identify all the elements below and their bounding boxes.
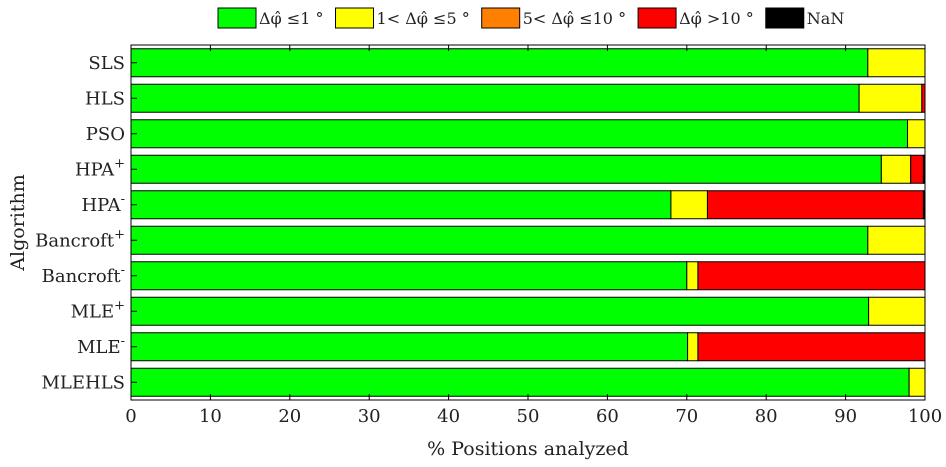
y-tick-label-superscript: -: [121, 263, 125, 278]
bar-segment-hpa-plus-series-2: [880, 154, 912, 184]
bar-segment-pso-series-2: [907, 119, 926, 149]
bar-segment-mle-minus-series-2: [687, 332, 699, 362]
bar-segment-hpa-minus-series-2: [670, 190, 708, 220]
legend-swatch: [335, 7, 375, 29]
legend-label: 5< Δφ̂ ≤10 °: [523, 9, 626, 28]
bar-segment-mle-plus-series-2: [868, 296, 926, 326]
bar-segment-bancroft-minus-series-4: [697, 261, 926, 291]
bar-segment-bancroft-minus-series-1: [130, 261, 688, 291]
bar-segment-hls-series-2: [858, 83, 923, 113]
bar-segment-hpa-minus-series-4: [706, 190, 924, 220]
y-tick-label: HPA+: [75, 156, 125, 180]
y-tick-label-superscript: -: [121, 192, 125, 207]
bar-segment-mle-minus-series-4: [697, 332, 926, 362]
y-tick-label-superscript: +: [114, 156, 125, 171]
y-tick-label: HPA-: [81, 192, 125, 216]
bar-segment-hpa-minus-series-1: [130, 190, 672, 220]
y-tick-label-text: PSO: [86, 124, 125, 145]
x-tick-label: 50: [517, 406, 540, 427]
bar-segment-sls-series-2: [867, 48, 926, 78]
y-tick-label-text: MLE: [77, 337, 121, 358]
y-axis: SLSHLSPSOHPA+HPA-Bancroft+Bancroft-MLE+M…: [7, 53, 137, 393]
y-tick-label-text: HLS: [85, 88, 125, 109]
y-tick-label-superscript: +: [114, 227, 125, 242]
x-tick-label: 60: [596, 406, 619, 427]
bar-segment-mlehls-series-2: [908, 367, 926, 397]
legend-label: Δφ̂ ≤1 °: [259, 9, 324, 28]
x-tick-label: 40: [437, 406, 460, 427]
y-tick-label: PSO: [86, 124, 125, 145]
y-tick-label: Bancroft-: [42, 263, 125, 287]
y-tick-label-superscript: +: [114, 298, 125, 313]
bar-segment-bancroft-minus-series-2: [686, 261, 699, 291]
bar-segment-hls-series-1: [130, 83, 860, 113]
x-tick-label: 0: [125, 406, 136, 427]
y-tick-label-text: HPA: [81, 195, 121, 216]
legend-swatch: [481, 7, 521, 29]
y-tick-label-text: SLS: [88, 53, 125, 74]
x-tick-label: 10: [199, 406, 222, 427]
legend-swatch: [217, 7, 257, 29]
y-tick-label-text: Bancroft: [35, 230, 115, 251]
y-tick-label-text: HPA: [75, 159, 115, 180]
legend: Δφ̂ ≤1 ° 1< Δφ̂ ≤5 ° 5< Δφ̂ ≤10 ° Δφ̂ >10 °…: [217, 7, 845, 29]
y-tick-label: MLE+: [71, 298, 125, 322]
bar-segment-mlehls-series-1: [130, 367, 910, 397]
legend-swatch: [765, 7, 805, 29]
y-axis-label: Algorithm: [7, 174, 29, 271]
x-axis-label: % Positions analyzed: [427, 438, 629, 460]
bar-segment-hpa-plus-series-4: [910, 154, 924, 184]
legend-swatch: [637, 7, 677, 29]
y-tick-label: MLE-: [77, 334, 125, 358]
bar-segment-mle-plus-series-1: [130, 296, 870, 326]
legend-label: Δφ̂ >10 °: [679, 9, 754, 28]
x-tick-label: 90: [834, 406, 857, 427]
x-tick-label: 100: [908, 406, 942, 427]
y-tick-label: MLEHLS: [41, 372, 125, 393]
y-tick-label-text: MLE: [71, 301, 115, 322]
y-tick-label: SLS: [88, 53, 125, 74]
bar-segment-hpa-plus-series-1: [130, 154, 882, 184]
x-tick-label: 30: [358, 406, 381, 427]
x-tick-label: 20: [278, 406, 301, 427]
bar-segment-pso-series-1: [130, 119, 909, 149]
legend-label: NaN: [807, 9, 845, 28]
bar-segment-bancroft-plus-series-1: [130, 225, 869, 255]
bar-segment-bancroft-plus-series-2: [867, 225, 926, 255]
y-tick-label-text: MLEHLS: [41, 372, 125, 393]
plot-area: [130, 44, 926, 401]
y-tick-label-superscript: -: [121, 334, 125, 349]
x-tick-label: 70: [675, 406, 698, 427]
y-tick-label: Bancroft+: [35, 227, 125, 251]
legend-label: 1< Δφ̂ ≤5 °: [377, 9, 470, 28]
bar-segment-sls-series-1: [130, 48, 869, 78]
y-tick-label: HLS: [85, 88, 125, 109]
bar-segment-mle-minus-series-1: [130, 332, 689, 362]
x-axis: 0 10 20 30 40 50 60 70 80 90 100 % Positions analyz…: [125, 45, 942, 460]
x-tick-label: 80: [755, 406, 778, 427]
y-tick-label-text: Bancroft: [42, 266, 122, 287]
